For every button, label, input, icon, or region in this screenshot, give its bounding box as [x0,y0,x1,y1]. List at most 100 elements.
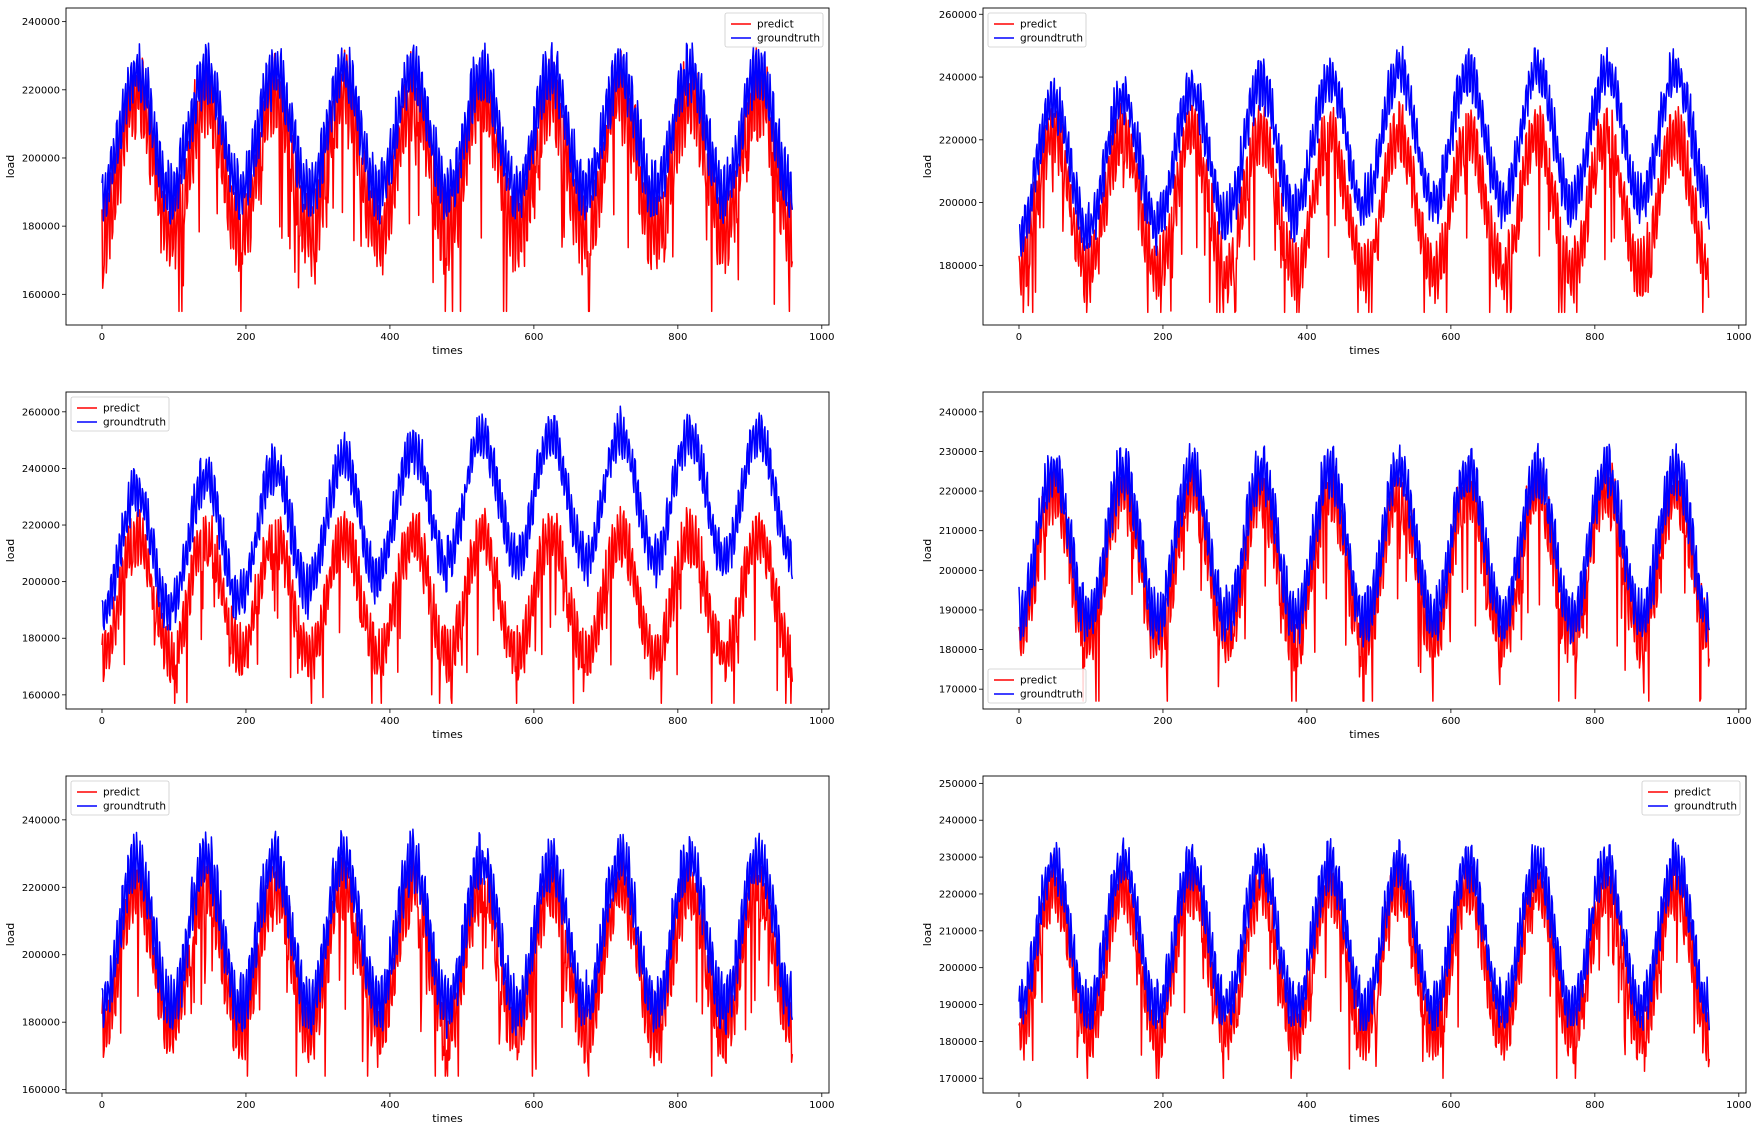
x-tick-label: 0 [1016,716,1022,727]
series-line-predict [101,847,794,1077]
subplot-5: 0 200 400 600 800 1000 160000 180000 200000 22000… [4,775,835,1125]
x-tick-label: 200 [236,1100,255,1111]
y-tick-label: 210000 [939,926,977,937]
y-axis-label: load [4,923,17,947]
subplot-3: 0 200 400 600 800 1000 160000 180000 200000 22000… [4,391,835,741]
y-tick-label: 240000 [22,17,60,28]
series-line-predict [101,505,794,705]
legend-label-groundtruth: groundtruth [1020,689,1083,701]
x-tick-label: 800 [668,716,687,727]
subplot-4: 0 200 400 600 800 1000 170000 180000 190000 20000… [921,391,1752,741]
subplot-6: 0 200 400 600 800 1000 170000 180000 190000 20000… [921,775,1752,1125]
y-axis-label: load [4,155,17,179]
y-axis-label: load [4,539,17,563]
legend: predict groundtruth [1641,780,1741,816]
legend-label-groundtruth: groundtruth [1020,33,1083,45]
x-tick-label: 400 [380,332,399,343]
y-tick-label: 190000 [939,1000,977,1011]
y-tick-label: 180000 [939,1037,977,1048]
legend-label-groundtruth: groundtruth [757,33,820,45]
x-tick-label: 400 [1297,332,1316,343]
series-line-groundtruth [101,828,794,1040]
y-tick-label: 200000 [22,153,60,164]
y-tick-label: 180000 [22,1018,60,1029]
x-tick-label: 400 [380,1100,399,1111]
legend: predict groundtruth [724,12,824,48]
x-axis-label: times [1349,344,1380,357]
x-axis-label: times [432,344,463,357]
y-tick-label: 200000 [939,566,977,577]
series-line-predict [1018,852,1711,1080]
y-tick-label: 240000 [939,407,977,418]
x-tick-label: 1000 [1726,716,1751,727]
x-tick-label: 600 [1441,1100,1460,1111]
x-tick-label: 600 [524,1100,543,1111]
axes-frame [982,775,1747,1094]
y-tick-label: 200000 [22,577,60,588]
x-axis-label: times [432,728,463,741]
x-tick-label: 400 [1297,716,1316,727]
y-axis-label: load [921,539,934,563]
x-tick-label: 600 [1441,332,1460,343]
y-axis-label: load [921,155,934,179]
legend-label-groundtruth: groundtruth [103,417,166,429]
x-tick-label: 600 [524,332,543,343]
y-tick-label: 180000 [22,222,60,233]
y-tick-label: 160000 [22,290,60,301]
legend-label-groundtruth: groundtruth [1674,801,1737,813]
y-tick-label: 170000 [939,685,977,696]
y-tick-label: 210000 [939,526,977,537]
y-tick-label: 220000 [939,487,977,498]
x-tick-label: 200 [1153,1100,1172,1111]
legend-label-predict: predict [103,403,140,415]
x-tick-label: 800 [668,332,687,343]
subplot-1: 0 200 400 600 800 1000 160000 180000 200000 22000… [4,7,835,357]
x-tick-label: 200 [1153,332,1172,343]
series-line-groundtruth [1018,45,1711,257]
y-tick-label: 220000 [939,135,977,146]
x-tick-label: 0 [1016,1100,1022,1111]
x-tick-label: 200 [236,716,255,727]
x-tick-label: 0 [1016,332,1022,343]
series-line-predict [101,47,794,313]
y-tick-label: 250000 [939,779,977,790]
axes-frame [65,391,830,710]
x-tick-label: 1000 [809,716,834,727]
series-line-groundtruth [1018,837,1711,1032]
y-tick-label: 260000 [22,407,60,418]
axes-frame [982,7,1747,326]
series-line-groundtruth [101,42,794,225]
y-axis-label: load [921,923,934,947]
y-tick-label: 160000 [22,1085,60,1096]
legend-label-predict: predict [1674,787,1711,799]
y-tick-label: 200000 [939,198,977,209]
legend-label-predict: predict [103,787,140,799]
y-tick-label: 240000 [939,73,977,84]
x-tick-label: 800 [668,1100,687,1111]
x-tick-label: 800 [1585,1100,1604,1111]
y-tick-label: 180000 [22,634,60,645]
subplot-2: 0 200 400 600 800 1000 180000 200000 220000 24000… [921,7,1752,357]
y-tick-label: 160000 [22,690,60,701]
x-tick-label: 0 [99,1100,105,1111]
legend-label-predict: predict [1020,675,1057,687]
legend-label-groundtruth: groundtruth [103,801,166,813]
y-tick-label: 230000 [939,853,977,864]
x-tick-label: 600 [1441,716,1460,727]
y-tick-label: 240000 [939,816,977,827]
axes-frame [982,391,1747,710]
x-axis-label: times [432,1112,463,1125]
x-tick-label: 0 [99,716,105,727]
y-tick-label: 260000 [939,10,977,21]
y-tick-label: 180000 [939,645,977,656]
series-line-predict [1018,101,1710,314]
y-tick-label: 220000 [22,85,60,96]
y-tick-label: 230000 [939,447,977,458]
series-line-groundtruth [101,405,794,631]
y-tick-label: 180000 [939,261,977,272]
y-tick-label: 240000 [22,464,60,475]
y-tick-label: 190000 [939,605,977,616]
legend: predict groundtruth [987,668,1087,704]
x-tick-label: 600 [524,716,543,727]
